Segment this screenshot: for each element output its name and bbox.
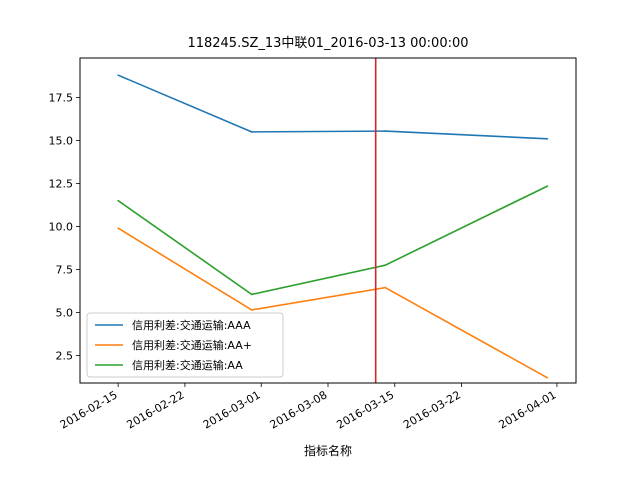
data-point — [117, 227, 119, 229]
y-tick-label: 5.0 — [56, 306, 74, 319]
legend-label-1: 信用利差:交通运输:AAA — [132, 318, 251, 332]
data-point — [384, 264, 387, 267]
y-tick-label: 7.5 — [56, 264, 74, 277]
x-tick-label: 2016-02-15 — [58, 388, 120, 431]
x-tick-label: 2016-03-22 — [401, 388, 463, 431]
data-point — [250, 293, 253, 296]
y-tick-label: 17.5 — [49, 92, 74, 105]
x-tick-label: 2016-04-01 — [497, 388, 559, 431]
data-point — [250, 131, 253, 133]
data-point — [250, 309, 253, 311]
legend-box — [86, 312, 284, 378]
y-tick-label: 10.0 — [49, 221, 74, 234]
data-point — [546, 377, 549, 379]
x-tick-label: 2016-03-01 — [201, 388, 263, 431]
y-axis: 2.5 5.0 7.5 10.0 12.5 15.0 17.5 — [49, 92, 80, 362]
y-tick-label: 15.0 — [49, 135, 74, 148]
x-tick-label: 2016-03-08 — [268, 388, 330, 431]
data-point — [117, 74, 119, 76]
data-point — [546, 138, 549, 140]
x-axis: 2016-02-15 2016-02-22 2016-03-01 2016-03-08… — [58, 383, 559, 432]
data-point — [384, 286, 387, 289]
series-line-3 — [117, 185, 548, 296]
series-line-1 — [117, 74, 548, 140]
chart-title: 118245.SZ_13中联01_2016-03-13 00:00:00 — [187, 36, 468, 51]
data-point — [384, 130, 387, 132]
plot-marks — [117, 58, 549, 383]
data-point — [546, 185, 549, 187]
series-line-2 — [117, 227, 548, 379]
y-tick-label: 2.5 — [56, 349, 74, 362]
data-point — [117, 199, 119, 202]
legend-label-3: 信用利差:交通运输:AA — [132, 358, 243, 372]
x-axis-label: 指标名称 — [304, 443, 352, 458]
x-tick-label: 2016-03-15 — [334, 388, 396, 431]
x-tick-label: 2016-02-22 — [125, 388, 187, 431]
legend-label-2: 信用利差:交通运输:AA+ — [132, 338, 252, 352]
y-tick-label: 12.5 — [49, 178, 74, 191]
legend: 信用利差:交通运输:AAA 信用利差:交通运输:AA+ 信用利差:交通运输:AA — [86, 312, 284, 378]
